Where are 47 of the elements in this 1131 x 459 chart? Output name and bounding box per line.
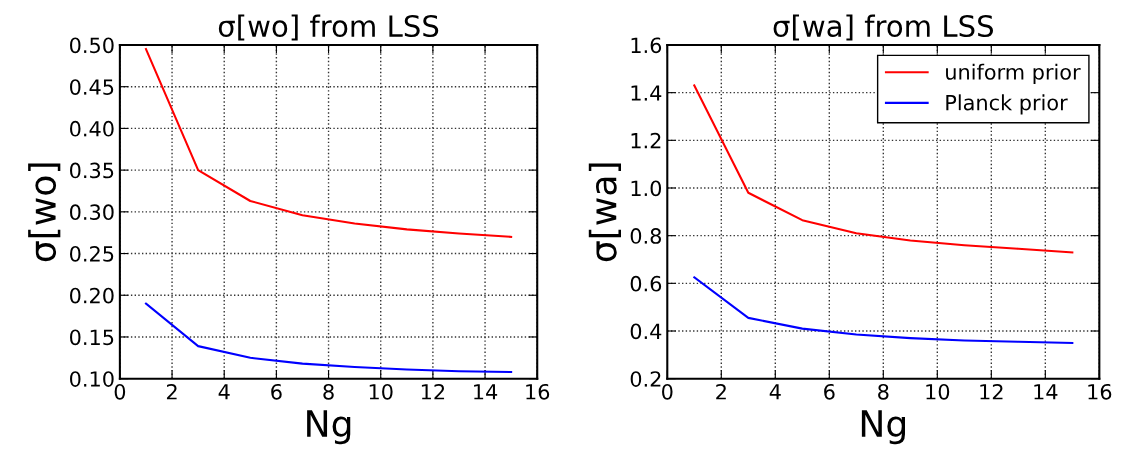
line-series bbox=[693, 276, 1074, 344]
x-axis-title: Ng bbox=[307, 410, 351, 445]
x-tick-label: 16 bbox=[526, 383, 550, 400]
y-tick-label: 0.25 bbox=[70, 245, 114, 262]
x-tick-label: 14 bbox=[474, 384, 498, 400]
x-tick-label: 4 bbox=[218, 384, 230, 400]
y-tick-label: 0.2 bbox=[630, 371, 661, 387]
x-tick-label: 6 bbox=[824, 383, 835, 400]
y-tick-label: 0.6 bbox=[630, 275, 662, 292]
x-tick-label: 10 bbox=[369, 383, 393, 400]
x-tick-label: 2 bbox=[716, 383, 726, 400]
y-tick-label: 0.45 bbox=[70, 79, 114, 95]
x-tick-label: 16 bbox=[1088, 383, 1112, 400]
x-tick-label: 12 bbox=[421, 383, 445, 400]
line-series bbox=[144, 48, 513, 238]
y-tick-label: 0.40 bbox=[70, 120, 114, 137]
y-tick-label: 1.6 bbox=[631, 37, 662, 54]
x-tick-label: 8 bbox=[323, 383, 334, 400]
y-tick-label: 0.35 bbox=[70, 162, 114, 179]
x-tick-label: 12 bbox=[980, 383, 1003, 400]
y-tick-label: 0.4 bbox=[630, 323, 662, 340]
y-tick-label: 0.8 bbox=[630, 228, 661, 244]
x-tick-label: 14 bbox=[1034, 384, 1058, 400]
chart-title: σ[wa] from LSS bbox=[773, 14, 994, 41]
y-tick-label: 1.0 bbox=[631, 180, 662, 197]
y-tick-label: 0.15 bbox=[70, 329, 114, 346]
x-tick-label: 0 bbox=[662, 383, 673, 400]
x-tick-label: 6 bbox=[271, 383, 282, 400]
y-tick-label: 0.30 bbox=[70, 204, 114, 221]
y-tick-label: 1.2 bbox=[631, 132, 661, 149]
x-tick-label: 2 bbox=[166, 383, 177, 400]
y-tick-label: 0.10 bbox=[70, 371, 114, 387]
x-tick-label: 4 bbox=[769, 384, 781, 400]
y-tick-label: 1.4 bbox=[631, 85, 662, 101]
legend-label: uniform prior bbox=[946, 63, 1081, 84]
line-series bbox=[693, 84, 1074, 254]
x-tick-label: 8 bbox=[878, 383, 889, 400]
x-tick-label: 10 bbox=[926, 383, 950, 400]
y-tick-label: 0.20 bbox=[70, 287, 114, 304]
x-axis-title: Ng bbox=[861, 410, 905, 445]
line-series bbox=[144, 302, 513, 374]
y-axis-title: σ[wo] bbox=[28, 163, 61, 262]
chart-title: σ[wo] from LSS bbox=[218, 14, 439, 41]
x-tick-label: 0 bbox=[114, 383, 126, 400]
legend-label: Planck prior bbox=[946, 94, 1068, 115]
y-axis-title: σ[wa] bbox=[588, 163, 621, 262]
y-tick-label: 0.50 bbox=[70, 37, 114, 54]
